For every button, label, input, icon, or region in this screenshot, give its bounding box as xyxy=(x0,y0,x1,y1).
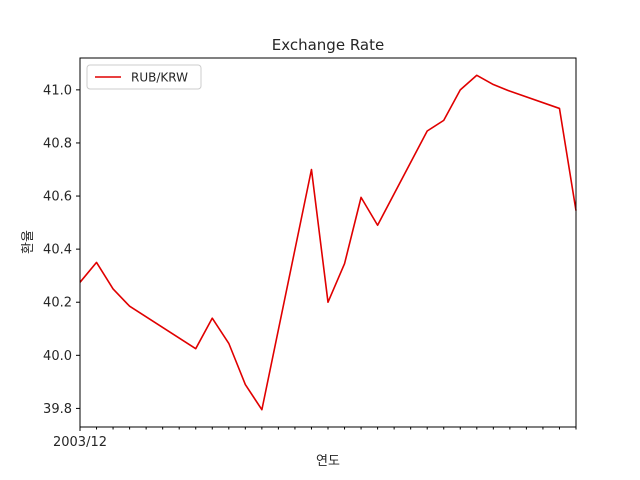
y-tick-label: 40.8 xyxy=(43,136,72,151)
series-line-rub-krw xyxy=(79,74,577,411)
y-tick-label: 41.0 xyxy=(43,83,72,98)
y-tick-label: 40.4 xyxy=(43,243,72,258)
y-tick-label: 40.0 xyxy=(43,349,72,364)
plot-area xyxy=(80,58,576,427)
x-tick-label: 2003/12 xyxy=(53,435,107,450)
series-layer xyxy=(79,74,577,411)
y-axis-ticks: 39.8 40.0 40.2 40.4 40.6 40.8 41.0 xyxy=(43,83,80,417)
y-tick-label: 40.6 xyxy=(43,190,72,205)
x-axis-label: 연도 xyxy=(316,454,340,469)
legend: RUB/KRW xyxy=(86,64,202,90)
plot-frame xyxy=(79,57,577,428)
y-tick-label: 40.2 xyxy=(43,296,72,311)
chart-title: Exchange Rate xyxy=(272,36,384,54)
legend-label-rub-krw: RUB/KRW xyxy=(131,71,188,85)
y-tick-label: 39.8 xyxy=(43,402,72,417)
y-axis-label: 환율 xyxy=(21,230,36,254)
legend-box xyxy=(86,64,202,90)
